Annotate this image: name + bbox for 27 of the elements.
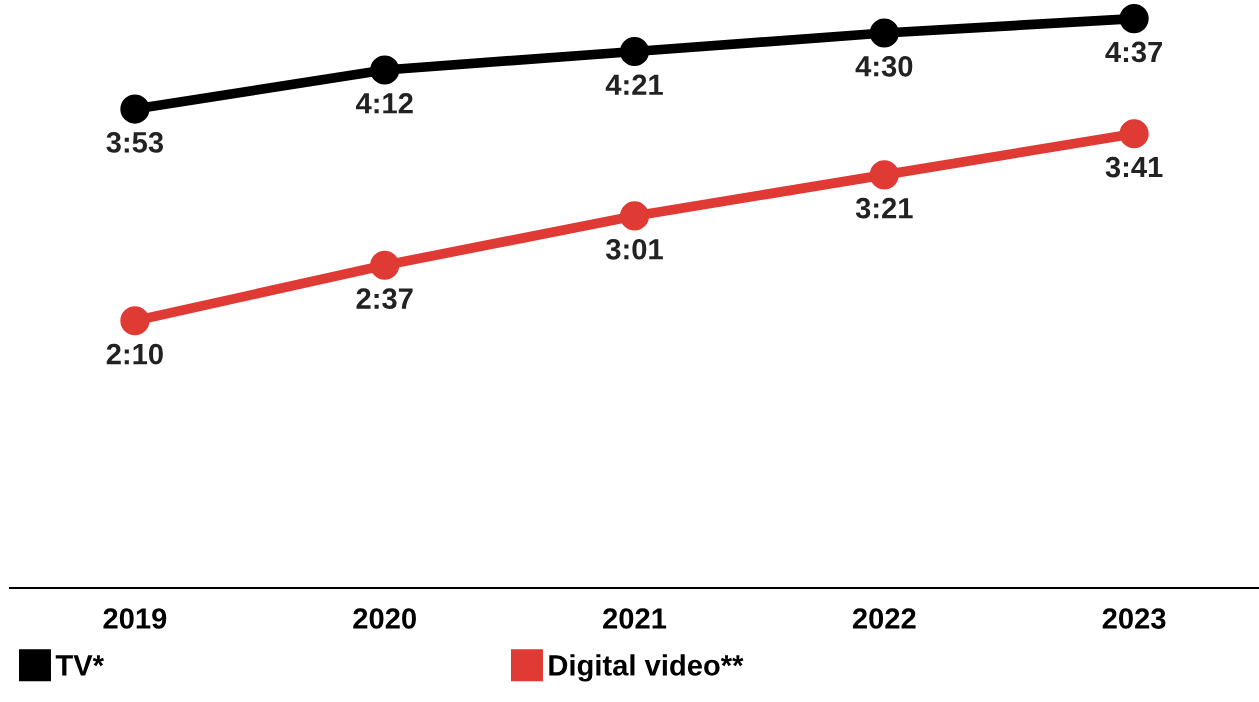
point — [1119, 4, 1149, 34]
x-tick-label: 2023 — [1102, 608, 1166, 629]
data-label: 3:41 — [1105, 156, 1163, 178]
data-label: 4:12 — [355, 93, 413, 114]
data-label: 4:37 — [1105, 41, 1163, 63]
legend-label: Digital video** — [549, 654, 744, 682]
point — [619, 201, 650, 231]
x-tick-label: 2021 — [603, 608, 667, 629]
point — [120, 306, 150, 336]
data-label: 3:01 — [605, 238, 663, 260]
data-label: 4:21 — [605, 74, 663, 95]
data-label: 4:30 — [855, 56, 913, 77]
legend-label: TV* — [55, 655, 105, 676]
data-label: 3:53 — [106, 132, 164, 153]
x-tick-label: 2019 — [103, 608, 167, 629]
x-tick-label: 2022 — [852, 608, 916, 629]
data-label: 3:21 — [855, 197, 913, 219]
point — [1119, 119, 1149, 149]
point — [370, 55, 400, 85]
data-label: 2:37 — [356, 288, 413, 309]
point — [869, 160, 899, 190]
point — [869, 18, 899, 48]
point — [619, 36, 650, 67]
point — [120, 94, 150, 124]
data-label: 2:10 — [106, 343, 163, 365]
point — [370, 250, 400, 280]
x-tick-label: 2020 — [353, 608, 416, 629]
